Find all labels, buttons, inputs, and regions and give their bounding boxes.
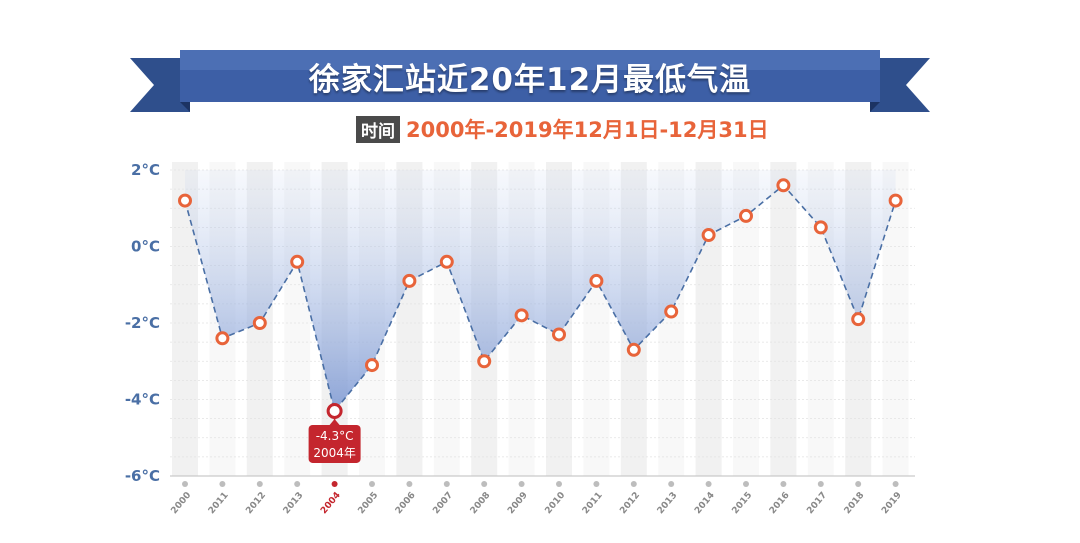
data-point bbox=[739, 208, 753, 223]
x-tick-dot bbox=[481, 481, 488, 487]
x-tick-dot bbox=[892, 481, 899, 487]
y-tick-label: 0°C bbox=[131, 238, 160, 256]
x-tick-label: 2007 bbox=[431, 491, 455, 517]
x-tick-dot bbox=[182, 481, 188, 487]
x-tick-dot bbox=[593, 481, 600, 487]
banner-shine bbox=[180, 50, 880, 70]
column-band bbox=[770, 162, 797, 476]
data-point bbox=[178, 193, 192, 208]
data-point bbox=[365, 358, 379, 373]
data-point bbox=[851, 312, 866, 327]
y-tick-label: -6°C bbox=[125, 467, 160, 485]
x-tick-dot bbox=[780, 481, 787, 487]
x-tick-label: 2018 bbox=[843, 491, 867, 517]
series-line bbox=[184, 184, 897, 413]
data-point bbox=[626, 342, 641, 357]
x-tick-label: 2013 bbox=[282, 491, 306, 517]
x-tick-label: 2012 bbox=[618, 491, 642, 517]
x-tick-label: 2016 bbox=[768, 491, 792, 517]
annotation-box bbox=[308, 424, 361, 463]
time-period-label: 时间 bbox=[356, 115, 400, 143]
x-tick-label: 2011 bbox=[581, 491, 605, 517]
annotation-year: 2004年 bbox=[313, 446, 356, 460]
banner-left-tail bbox=[130, 58, 190, 112]
y-tick-label: -4°C bbox=[125, 391, 160, 409]
annotation-pointer bbox=[329, 418, 340, 425]
x-tick-dot bbox=[256, 481, 263, 487]
title-banner bbox=[130, 50, 930, 112]
x-tick-dot bbox=[331, 481, 338, 487]
x-tick-dot bbox=[705, 481, 712, 487]
data-point bbox=[514, 308, 529, 323]
time-period-days: 12月1日-12月31日 bbox=[573, 118, 769, 142]
x-tick-dot bbox=[518, 481, 525, 487]
chart-title: 徐家汇站近20年12月最低气温 bbox=[308, 61, 752, 98]
x-tick-label: 2006 bbox=[394, 491, 418, 517]
data-point bbox=[552, 327, 566, 342]
data-point-min bbox=[326, 402, 343, 419]
data-point bbox=[813, 220, 828, 235]
x-tick-label: 2011 bbox=[207, 491, 231, 517]
data-point bbox=[439, 254, 454, 269]
x-tick-dot bbox=[817, 481, 824, 487]
x-tick-dot bbox=[443, 481, 450, 487]
data-point bbox=[888, 193, 903, 208]
data-point bbox=[477, 354, 492, 369]
x-tick-label: 2017 bbox=[805, 491, 829, 517]
x-tick-label: 2019 bbox=[880, 491, 904, 517]
data-point bbox=[664, 304, 679, 319]
x-tick-dot bbox=[294, 481, 301, 487]
data-point bbox=[776, 178, 791, 193]
data-point bbox=[290, 254, 305, 269]
x-tick-dot bbox=[855, 481, 862, 487]
time-period-years: 2000年-2019年 bbox=[406, 118, 574, 142]
data-point bbox=[589, 273, 604, 288]
x-tick-label: 2010 bbox=[544, 491, 568, 517]
annotation-value: -4.3°C bbox=[316, 429, 354, 443]
x-tick-label: 2012 bbox=[244, 491, 268, 517]
banner-right-tail bbox=[870, 58, 930, 112]
x-tick-dot bbox=[406, 481, 413, 487]
x-tick-label: 2009 bbox=[506, 491, 530, 517]
x-tick-label: 2005 bbox=[357, 491, 381, 517]
data-point bbox=[701, 228, 716, 243]
x-tick-label: 2008 bbox=[469, 491, 493, 517]
banner-right-fold bbox=[870, 102, 880, 112]
x-tick-dot bbox=[630, 481, 637, 487]
x-tick-dot bbox=[369, 481, 375, 487]
x-tick-dot bbox=[556, 481, 562, 487]
data-point bbox=[215, 331, 230, 346]
x-tick-label: 2014 bbox=[693, 491, 717, 517]
y-tick-label: 2°C bbox=[131, 161, 160, 179]
y-tick-label: -2°C bbox=[125, 314, 160, 332]
x-tick-dot bbox=[219, 481, 226, 487]
data-point bbox=[252, 316, 267, 330]
x-tick-label: 2015 bbox=[731, 491, 755, 517]
x-tick-dot bbox=[668, 481, 675, 487]
x-tick-label: 2004 bbox=[319, 491, 343, 517]
x-tick-dot bbox=[743, 481, 749, 487]
data-point bbox=[402, 273, 417, 288]
time-period: 时间 2000年-2019年 12月1日-12月31日 bbox=[356, 115, 769, 143]
banner-left-fold bbox=[180, 102, 190, 112]
x-tick-label: 2013 bbox=[656, 491, 680, 517]
x-tick-label: 2000 bbox=[170, 491, 194, 517]
